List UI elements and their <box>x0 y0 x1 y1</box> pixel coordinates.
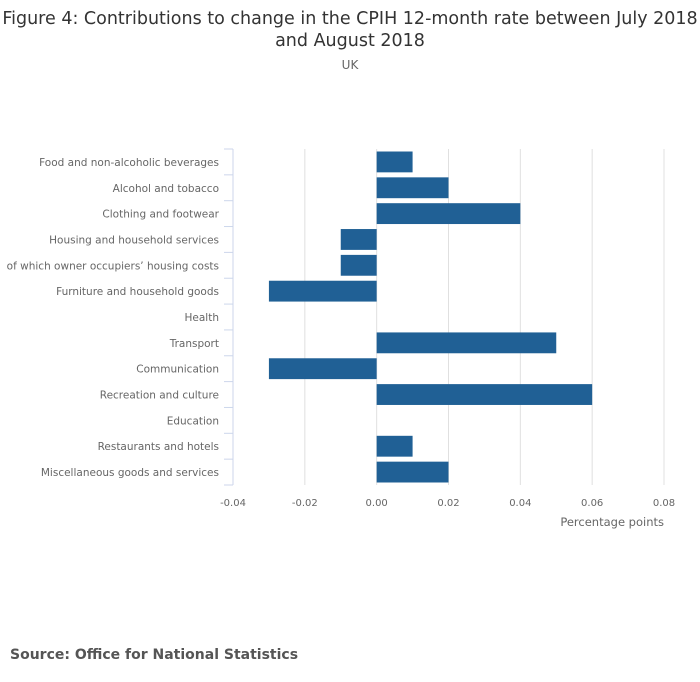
category-label: Education <box>167 415 219 427</box>
category-label: Health <box>185 312 219 324</box>
x-tick-label: 0.02 <box>437 498 459 509</box>
bar <box>376 203 521 225</box>
category-label: Furniture and household goods <box>56 286 219 298</box>
category-label: of which owner occupiers’ housing costs <box>7 260 219 272</box>
x-tick-label: 0.06 <box>581 498 603 509</box>
bar <box>376 151 413 173</box>
category-label: Food and non-alcoholic beverages <box>39 157 219 169</box>
bar <box>376 461 449 483</box>
x-axis-title: Percentage points <box>560 515 664 529</box>
category-label: Communication <box>136 364 219 376</box>
bar <box>376 435 413 457</box>
x-tick-label: 0.00 <box>366 498 388 509</box>
category-label: Transport <box>169 338 219 350</box>
bar <box>268 280 377 302</box>
category-label: Alcohol and tobacco <box>113 183 219 195</box>
bar <box>268 358 377 380</box>
category-label: Clothing and footwear <box>102 209 219 221</box>
source-note: Source: Office for National Statistics <box>10 647 299 663</box>
bar <box>340 229 377 250</box>
bar <box>376 384 593 405</box>
bar <box>376 332 557 354</box>
x-tick-label: -0.02 <box>292 498 318 509</box>
category-label: Recreation and culture <box>100 390 219 402</box>
chart-title: Figure 4: Contributions to change in the… <box>2 9 698 51</box>
x-tick-label: 0.08 <box>653 498 675 509</box>
category-label: Miscellaneous goods and services <box>41 467 219 479</box>
x-tick-label: 0.04 <box>509 498 531 509</box>
bar <box>340 254 377 276</box>
x-tick-label: -0.04 <box>220 498 246 509</box>
category-label: Restaurants and hotels <box>98 441 219 453</box>
bar <box>376 177 449 199</box>
category-label: Housing and household services <box>49 234 219 246</box>
chart-subtitle: UK <box>341 58 359 72</box>
